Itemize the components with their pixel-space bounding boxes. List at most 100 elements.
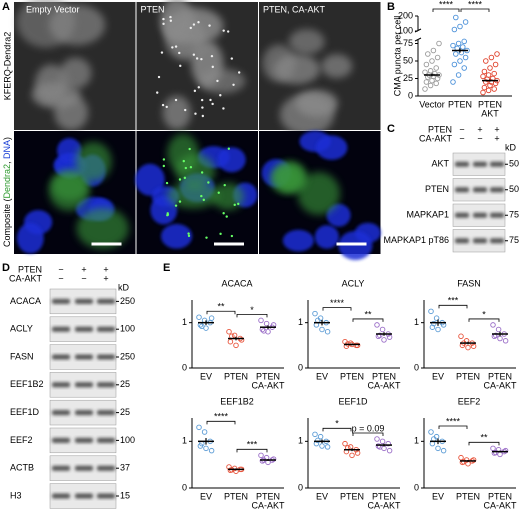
band: [52, 465, 70, 471]
column-label: PTEN: [141, 4, 165, 14]
row-label: Composite (Dendra2, DNA): [2, 137, 12, 247]
data-point: [319, 326, 325, 333]
data-point: [233, 342, 239, 349]
puncta: [200, 171, 204, 174]
puncta: [237, 202, 240, 206]
unit-label: kD: [505, 142, 517, 152]
unit-label: kD: [118, 282, 130, 292]
puncta: [225, 215, 228, 218]
data-point: [258, 317, 264, 324]
band: [455, 238, 469, 244]
lane-header: CA-AKT: [419, 133, 453, 143]
row-label: PTEN: [425, 184, 449, 194]
puncta: [187, 232, 190, 235]
row-label-part: Composite (: [2, 199, 12, 248]
data-point: [451, 61, 458, 68]
puncta: [197, 86, 200, 89]
data-point: [451, 26, 458, 33]
data-point: [270, 456, 277, 462]
lane-header: CA-AKT: [9, 273, 43, 283]
y-tick-label: 200: [398, 10, 413, 20]
significance-label: *: [335, 419, 339, 429]
puncta: [201, 106, 204, 109]
x-tick-label: EV: [200, 371, 212, 381]
data-point: [427, 68, 434, 74]
x-tick-label: PTEN: [256, 491, 280, 501]
data-point: [470, 457, 477, 463]
band: [75, 465, 93, 471]
column-label: PTEN, CA-AKT: [263, 4, 326, 14]
puncta: [222, 29, 225, 32]
row-label: ACLY: [10, 324, 33, 334]
puncta: [156, 91, 159, 94]
data-point: [430, 47, 437, 54]
data-point: [238, 337, 245, 343]
data-point: [423, 61, 430, 68]
y-tick-label: 0: [298, 482, 303, 492]
x-tick-label: PTEN: [340, 371, 364, 381]
puncta: [216, 79, 219, 83]
x-tick-label: CA-AKT: [367, 380, 401, 390]
puncta: [200, 98, 204, 102]
significance-bracket: [438, 425, 468, 429]
data-point: [377, 332, 383, 339]
x-tick-label: PTEN: [256, 371, 280, 381]
significance-label: ***: [247, 440, 258, 450]
data-point: [312, 310, 318, 317]
band: [97, 326, 115, 332]
band: [97, 465, 115, 471]
data-point: [347, 340, 354, 346]
band: [52, 382, 70, 388]
lane-sign: −: [58, 264, 63, 274]
cell-signal: [75, 141, 112, 182]
significance-bracket: [468, 441, 500, 446]
y-tick-label: 1: [182, 436, 187, 446]
puncta: [184, 108, 187, 112]
significance-bracket: [206, 310, 236, 315]
x-tick-label: PTEN: [488, 491, 512, 501]
puncta: [182, 159, 185, 163]
data-point: [342, 440, 348, 447]
data-point: [434, 54, 441, 61]
data-point: [455, 40, 462, 47]
marker-label: 37: [120, 463, 130, 473]
data-point: [435, 445, 441, 452]
lane-sign: +: [494, 133, 499, 143]
puncta: [162, 22, 165, 26]
row-label: MAPKAP1: [406, 210, 449, 220]
nucleus: [160, 223, 193, 249]
significance-label: **: [480, 433, 488, 443]
data-point: [433, 80, 439, 87]
puncta: [202, 198, 205, 202]
puncta: [169, 15, 172, 19]
x-tick-label: EV: [432, 491, 444, 501]
row-label: EEF1B2: [10, 379, 44, 389]
data-point: [425, 51, 431, 57]
puncta: [227, 147, 231, 150]
panel-letter: D: [2, 262, 10, 274]
lane-sign: +: [103, 273, 108, 283]
cell-signal: [34, 64, 68, 105]
puncta: [169, 19, 173, 22]
cell-signal: [51, 171, 89, 201]
data-point: [375, 443, 382, 449]
cell-signal: [274, 162, 308, 193]
puncta: [232, 83, 235, 86]
data-point: [259, 458, 266, 464]
data-point: [429, 58, 435, 64]
y-tick-label: 0: [414, 362, 419, 372]
row-label: H3: [10, 490, 22, 500]
puncta: [162, 164, 166, 168]
lane-sign: +: [81, 264, 86, 274]
cell-signal: [279, 94, 334, 136]
lane-sign: −: [58, 273, 63, 283]
band: [490, 238, 504, 244]
data-point: [379, 438, 386, 445]
puncta: [200, 57, 203, 61]
nucleus: [217, 147, 246, 173]
nucleus: [150, 195, 178, 225]
puncta: [174, 45, 178, 48]
puncta: [162, 158, 166, 161]
y-tick-label: 0: [182, 482, 187, 492]
band: [75, 326, 93, 332]
